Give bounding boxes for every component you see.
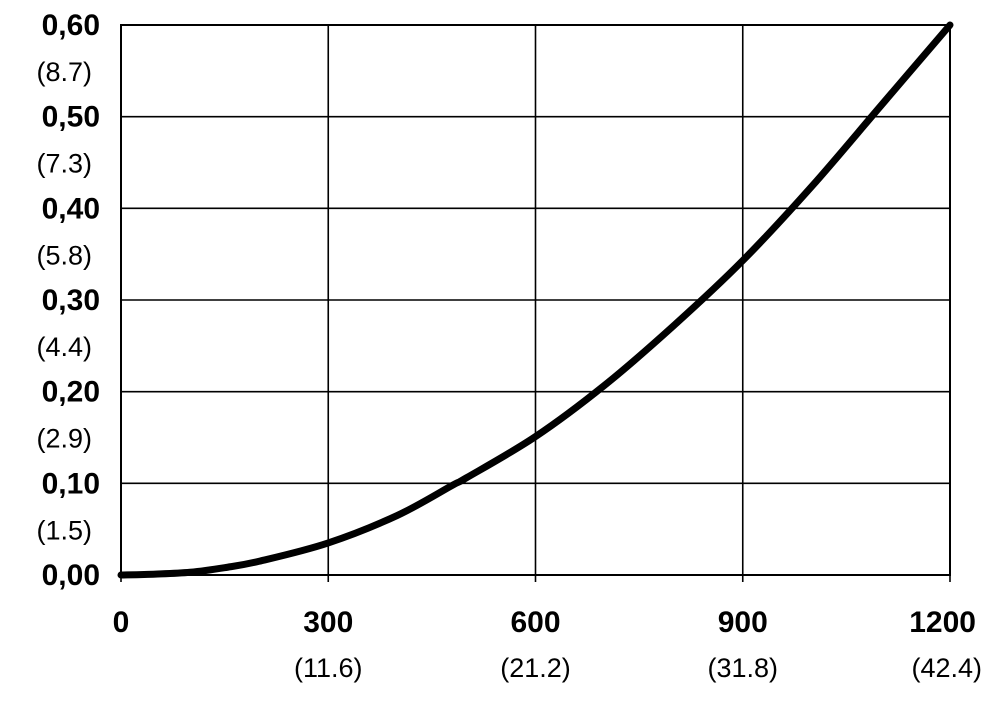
y-tick-label: 0,00 <box>42 559 100 592</box>
x-axis-tick-marks <box>120 575 951 582</box>
y-tick-label: 0,30 <box>42 284 100 317</box>
x-tick-label: 900 <box>718 606 768 639</box>
y-tick-sublabel: (1.5) <box>36 515 92 545</box>
x-tick-label: 1200 <box>909 606 976 639</box>
y-tick-sublabel: (5.8) <box>36 240 92 270</box>
series-group <box>117 21 954 579</box>
y-tick-label: 0,60 <box>42 9 100 42</box>
x-tick-label: 0 <box>113 606 130 639</box>
series-line <box>117 21 954 579</box>
x-tick-sublabel: (31.8) <box>707 653 778 683</box>
y-tick-sublabel: (8.7) <box>36 57 92 87</box>
y-axis-tick-labels: 0,00 0,10 (1.5) 0,20 (2.9) 0,30 (4.4) 0,40 (5.8)… <box>36 9 100 592</box>
y-tick-sublabel: (4.4) <box>36 332 92 362</box>
y-tick-sublabel: (2.9) <box>36 424 92 454</box>
y-tick-label: 0,50 <box>42 101 100 134</box>
x-tick-sublabel: (11.6) <box>294 653 363 683</box>
y-tick-label: 0,20 <box>42 376 100 409</box>
x-tick-label: 600 <box>510 606 560 639</box>
x-tick-sublabel: (42.4) <box>911 653 982 683</box>
x-axis-tick-labels: 0 300 (11.6) 600 (21.2) 900 (31.8) 1200 (42.4) <box>113 606 982 683</box>
y-tick-label: 0,40 <box>42 192 100 225</box>
y-tick-sublabel: (7.3) <box>36 149 92 179</box>
y-tick-label: 0,10 <box>42 467 100 500</box>
x-tick-label: 300 <box>303 606 353 639</box>
x-tick-sublabel: (21.2) <box>500 653 571 683</box>
gridlines <box>121 25 950 575</box>
